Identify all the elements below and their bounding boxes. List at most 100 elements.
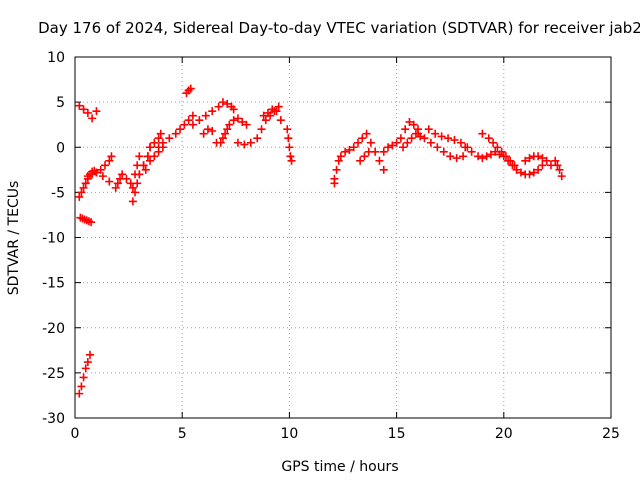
data-point <box>118 170 127 179</box>
data-point <box>521 156 530 165</box>
data-point <box>276 116 285 125</box>
data-point <box>424 125 433 134</box>
data-point <box>229 116 238 125</box>
data-point <box>135 170 144 179</box>
data-point <box>452 154 461 163</box>
data-point <box>512 165 521 174</box>
data-point <box>332 165 341 174</box>
data-point <box>555 165 564 174</box>
data-point <box>105 156 114 165</box>
y-tick-label: -30 <box>42 411 65 427</box>
data-point <box>218 98 227 107</box>
data-point <box>356 156 365 165</box>
data-point <box>553 161 562 170</box>
data-point <box>534 152 543 161</box>
data-point <box>525 154 534 163</box>
data-point <box>107 152 116 161</box>
data-point <box>199 129 208 138</box>
data-point <box>375 156 384 165</box>
y-tick-label: -20 <box>42 321 65 337</box>
data-point <box>489 138 498 147</box>
data-point <box>354 138 363 147</box>
data-point <box>341 147 350 156</box>
data-point <box>154 134 163 143</box>
data-point <box>388 141 397 150</box>
data-point <box>225 120 234 129</box>
data-point <box>87 218 96 227</box>
x-tick-label: 5 <box>178 426 187 442</box>
data-point <box>366 138 375 147</box>
data-point <box>246 138 255 147</box>
data-point <box>83 108 92 117</box>
data-point <box>195 116 204 125</box>
data-point <box>461 143 470 152</box>
data-point <box>283 125 292 134</box>
data-point <box>180 120 189 129</box>
data-point <box>330 174 339 183</box>
data-point <box>86 350 95 359</box>
y-tick-label: -25 <box>42 366 65 382</box>
data-point <box>214 102 223 111</box>
data-point <box>486 150 495 159</box>
grid <box>75 57 611 418</box>
data-point <box>261 116 270 125</box>
data-point <box>459 152 468 161</box>
data-point <box>504 156 513 165</box>
data-point <box>379 147 388 156</box>
data-point <box>257 125 266 134</box>
data-point <box>263 108 272 117</box>
x-tick-label: 0 <box>71 426 80 442</box>
data-point <box>83 172 92 181</box>
data-point <box>478 154 487 163</box>
data-point <box>403 138 412 147</box>
data-point <box>79 105 88 114</box>
data-point <box>92 107 101 116</box>
data-point <box>534 165 543 174</box>
data-point <box>229 105 238 114</box>
data-point <box>154 143 163 152</box>
data-point <box>133 179 142 188</box>
data-point <box>88 170 97 179</box>
y-tick-label: 10 <box>47 50 65 66</box>
data-point <box>272 107 281 116</box>
data-point <box>79 373 88 382</box>
data-point <box>92 168 101 177</box>
data-point <box>538 161 547 170</box>
data-point <box>201 111 210 120</box>
data-point <box>379 165 388 174</box>
data-point <box>96 165 105 174</box>
data-point <box>150 152 159 161</box>
data-point <box>223 99 232 108</box>
data-point <box>150 138 159 147</box>
data-point <box>212 138 221 147</box>
data-point <box>433 143 442 152</box>
data-point <box>146 143 155 152</box>
data-point <box>98 172 107 181</box>
data-point <box>538 154 547 163</box>
x-tick-label: 25 <box>602 426 620 442</box>
x-tick-label: 20 <box>495 426 513 442</box>
data-point <box>156 129 165 138</box>
data-point <box>508 161 517 170</box>
data-point <box>456 138 465 147</box>
data-point <box>75 192 84 201</box>
data-point <box>493 143 502 152</box>
data-point <box>474 152 483 161</box>
data-point <box>426 138 435 147</box>
data-point <box>399 143 408 152</box>
data-point <box>414 129 423 138</box>
data-point <box>128 197 137 206</box>
data-point <box>364 147 373 156</box>
y-tick-label: -10 <box>42 231 65 247</box>
data-point <box>482 152 491 161</box>
y-tick-label: -5 <box>51 185 65 201</box>
data-point <box>284 134 293 143</box>
data-point <box>268 105 277 114</box>
data-point <box>499 152 508 161</box>
data-point <box>444 134 453 143</box>
data-point <box>146 156 155 165</box>
y-tick-label: 5 <box>56 95 65 111</box>
x-tick-label: 10 <box>280 426 298 442</box>
data-point <box>79 183 88 192</box>
data-point <box>101 161 110 170</box>
